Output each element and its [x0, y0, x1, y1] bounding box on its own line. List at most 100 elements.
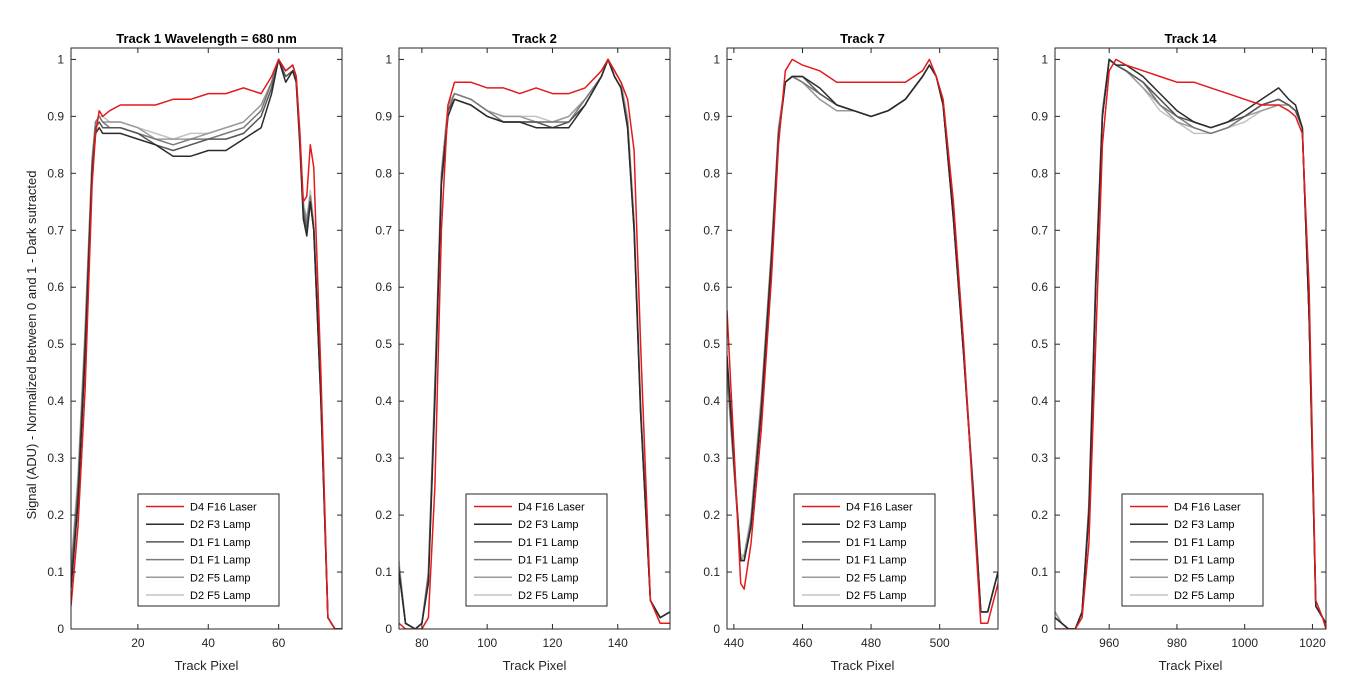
- legend-label: D2 F3 Lamp: [190, 519, 251, 531]
- legend: D4 F16 Laser D2 F3 Lamp D1 F1 Lamp D1 F1 La…: [465, 493, 608, 607]
- series-line-2: [71, 58, 342, 629]
- y-tick-label: 1: [385, 52, 392, 66]
- y-tick-label: 0.1: [703, 565, 720, 579]
- y-tick-label: 0.3: [703, 451, 720, 465]
- legend-label: D2 F3 Lamp: [518, 519, 579, 531]
- series-lines: [727, 58, 998, 625]
- legend-label: D2 F5 Lamp: [846, 590, 907, 602]
- series-line-2: [727, 64, 998, 613]
- legend-label: D1 F1 Lamp: [1174, 537, 1235, 549]
- y-tick-label: 0.3: [47, 451, 64, 465]
- legend-label: D2 F5 Lamp: [846, 572, 907, 584]
- x-tick-label: 140: [608, 636, 628, 650]
- y-tick-label: 0.5: [703, 337, 720, 351]
- axes-frame: [398, 47, 671, 630]
- x-tick-label: 980: [1167, 636, 1187, 650]
- y-tick-label: 0.9: [703, 109, 720, 123]
- x-tick-label: 1020: [1299, 636, 1326, 650]
- legend-label: D2 F3 Lamp: [1174, 519, 1235, 531]
- series-line-2: [399, 58, 670, 629]
- chart-title: Track 14: [1164, 31, 1217, 46]
- legend-label: D2 F5 Lamp: [518, 572, 579, 584]
- y-tick-label: 0.7: [1031, 223, 1048, 237]
- legend-label: D1 F1 Lamp: [846, 537, 907, 549]
- y-tick-label: 0.4: [375, 394, 392, 408]
- y-tick-label: 0.1: [375, 565, 392, 579]
- y-tick-label: 0.2: [1031, 508, 1048, 522]
- x-tick-label: 460: [792, 636, 812, 650]
- x-tick-label: 100: [477, 636, 497, 650]
- shared-y-axis-label: Signal (ADU) - Normalized between 0 and …: [24, 171, 39, 520]
- y-tick-label: 0.3: [375, 451, 392, 465]
- y-tick-label: 0: [385, 622, 392, 636]
- x-axis-label: Track Pixel: [1159, 658, 1223, 673]
- legend-label: D1 F1 Lamp: [846, 555, 907, 567]
- axes-frame: [726, 47, 999, 630]
- x-tick-label: 440: [724, 636, 744, 650]
- chart-title: Track 7: [840, 31, 885, 46]
- series-line-4: [71, 58, 342, 629]
- y-tick-label: 0.8: [375, 166, 392, 180]
- subplot-4: 0 0.1 0.2 0.3 0.4 0.5 0.6 0.7 0.8 0.9 1 960 980 1000 1…: [1031, 31, 1327, 673]
- series-line-1: [727, 58, 998, 625]
- y-tick-label: 0.2: [703, 508, 720, 522]
- series-line-1: [399, 58, 670, 629]
- y-tick-label: 0.1: [47, 565, 64, 579]
- series-lines: [1055, 58, 1326, 629]
- legend: D4 F16 Laser D2 F3 Lamp D1 F1 Lamp D1 F1 La…: [793, 493, 936, 607]
- y-tick-label: 1: [57, 52, 64, 66]
- legend: D4 F16 Laser D2 F3 Lamp D1 F1 Lamp D1 F1 La…: [1121, 493, 1264, 607]
- y-tick-label: 0.1: [1031, 565, 1048, 579]
- x-axis-label: Track Pixel: [175, 658, 239, 673]
- legend-label: D2 F3 Lamp: [846, 519, 907, 531]
- y-tick-label: 0.5: [47, 337, 64, 351]
- legend-box: [465, 493, 608, 607]
- y-tick-label: 0.9: [1031, 109, 1048, 123]
- y-tick-label: 0.6: [47, 280, 64, 294]
- y-tick-label: 0.8: [47, 166, 64, 180]
- x-tick-label: 80: [415, 636, 429, 650]
- y-tick-label: 0.6: [375, 280, 392, 294]
- x-tick-label: 40: [202, 636, 216, 650]
- x-axis-label: Track Pixel: [503, 658, 567, 673]
- legend-box: [137, 493, 280, 607]
- chart-title: Track 2: [512, 31, 557, 46]
- legend-label: D4 F16 Laser: [846, 502, 913, 514]
- series-line-1: [1055, 58, 1326, 629]
- series-lines: [399, 58, 670, 629]
- series-line-2: [1055, 58, 1326, 629]
- legend-label: D2 F5 Lamp: [518, 590, 579, 602]
- subplot-2: 0 0.1 0.2 0.3 0.4 0.5 0.6 0.7 0.8 0.9 1 80 100 120 140…: [375, 31, 671, 673]
- x-axis-label: Track Pixel: [831, 658, 895, 673]
- legend-label: D1 F1 Lamp: [518, 555, 579, 567]
- legend-label: D2 F5 Lamp: [190, 590, 251, 602]
- y-tick-label: 0.4: [47, 394, 64, 408]
- legend-label: D1 F1 Lamp: [1174, 555, 1235, 567]
- legend-label: D1 F1 Lamp: [518, 537, 579, 549]
- y-tick-label: 0.2: [47, 508, 64, 522]
- y-tick-label: 0.5: [1031, 337, 1048, 351]
- y-tick-label: 0.6: [703, 280, 720, 294]
- legend-label: D2 F5 Lamp: [1174, 572, 1235, 584]
- subplot-1: 0 0.1 0.2 0.3 0.4 0.5 0.6 0.7 0.8 0.9 1 20 40 60 Track…: [47, 31, 343, 673]
- y-tick-label: 1: [1041, 52, 1048, 66]
- y-tick-label: 0.9: [47, 109, 64, 123]
- legend: D4 F16 Laser D2 F3 Lamp D1 F1 Lamp D1 F1 La…: [137, 493, 280, 607]
- y-tick-label: 0: [1041, 622, 1048, 636]
- axes-frame: [70, 47, 343, 630]
- x-tick-label: 500: [930, 636, 950, 650]
- y-tick-label: 0.4: [1031, 394, 1048, 408]
- legend-label: D1 F1 Lamp: [190, 537, 251, 549]
- legend-box: [793, 493, 936, 607]
- legend-box: [1121, 493, 1264, 607]
- y-tick-label: 0.6: [1031, 280, 1048, 294]
- x-tick-label: 480: [861, 636, 881, 650]
- y-tick-label: 0: [713, 622, 720, 636]
- x-tick-label: 20: [131, 636, 145, 650]
- legend-label: D4 F16 Laser: [518, 502, 585, 514]
- legend-label: D1 F1 Lamp: [190, 555, 251, 567]
- y-tick-label: 0.9: [375, 109, 392, 123]
- axes-frame: [1054, 47, 1327, 630]
- legend-label: D4 F16 Laser: [190, 502, 257, 514]
- y-tick-label: 0.7: [703, 223, 720, 237]
